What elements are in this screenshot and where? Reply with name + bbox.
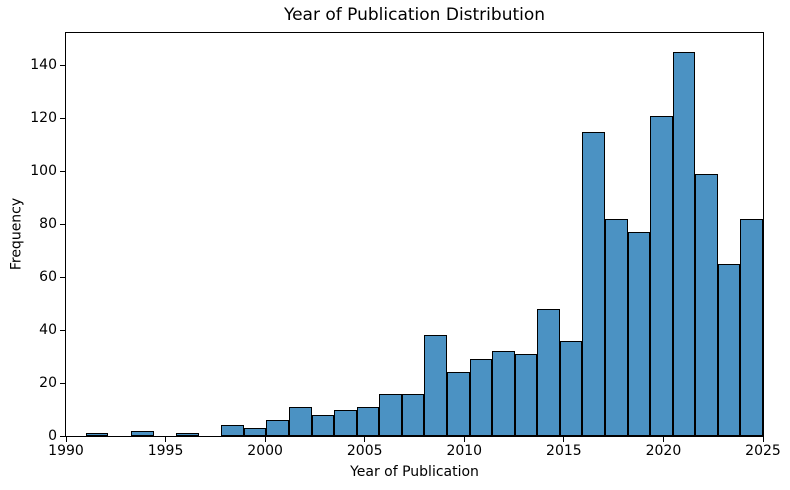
y-tick-label: 80 bbox=[39, 216, 57, 233]
x-tick-mark bbox=[662, 437, 664, 442]
histogram-bar bbox=[650, 115, 673, 436]
x-tick-label: 2015 bbox=[546, 443, 582, 459]
histogram-bar bbox=[221, 425, 244, 436]
x-tick-label: 2010 bbox=[446, 443, 483, 459]
histogram-bar bbox=[447, 372, 470, 436]
x-tick-label: 1995 bbox=[147, 443, 184, 459]
histogram-bar bbox=[740, 218, 763, 436]
histogram-bar bbox=[289, 406, 312, 436]
y-tick-mark bbox=[60, 117, 65, 119]
histogram-bar bbox=[424, 335, 448, 436]
histogram-bar bbox=[379, 393, 402, 436]
y-tick-mark bbox=[60, 329, 65, 331]
histogram-bar bbox=[311, 414, 335, 436]
x-axis-label: Year of Publication bbox=[350, 464, 479, 480]
y-tick-mark bbox=[60, 223, 65, 225]
histogram-bar bbox=[401, 393, 425, 436]
y-tick-label: 140 bbox=[30, 57, 57, 74]
y-axis-label: Frequency bbox=[8, 197, 25, 271]
histogram-bar bbox=[492, 351, 515, 436]
y-tick-mark bbox=[60, 435, 65, 437]
y-tick-label: 60 bbox=[39, 269, 57, 286]
y-tick-label: 0 bbox=[48, 428, 57, 444]
histogram-bar bbox=[537, 308, 560, 436]
y-tick-mark bbox=[60, 64, 65, 66]
x-tick-label: 1990 bbox=[48, 443, 84, 459]
x-tick-label: 2000 bbox=[247, 443, 283, 459]
y-tick-mark bbox=[60, 170, 65, 172]
histogram-bar bbox=[559, 340, 583, 436]
x-tick-mark bbox=[762, 437, 764, 442]
y-tick-label: 20 bbox=[39, 375, 57, 392]
histogram-bar bbox=[672, 52, 696, 436]
histogram-bar bbox=[717, 263, 741, 436]
x-tick-label: 2020 bbox=[645, 443, 682, 459]
histogram-bar bbox=[266, 420, 290, 436]
histogram-bar bbox=[356, 406, 380, 436]
x-tick-mark bbox=[563, 437, 565, 442]
histogram-bar bbox=[334, 409, 357, 436]
x-tick-mark bbox=[165, 437, 167, 442]
x-tick-mark bbox=[65, 437, 67, 442]
x-tick-label: 2025 bbox=[745, 443, 781, 459]
x-tick-mark bbox=[264, 437, 266, 442]
histogram-bar bbox=[514, 353, 538, 436]
histogram-bar bbox=[176, 433, 199, 436]
x-tick-label: 2005 bbox=[346, 443, 383, 459]
histogram-bar bbox=[131, 430, 154, 436]
plot-area bbox=[65, 32, 764, 437]
histogram-bar bbox=[243, 428, 267, 436]
y-tick-label: 40 bbox=[39, 322, 57, 339]
histogram-bar bbox=[85, 433, 109, 436]
histogram-bar bbox=[695, 173, 718, 436]
y-tick-label: 100 bbox=[30, 163, 57, 180]
histogram-bar bbox=[469, 359, 493, 436]
histogram-bar bbox=[582, 131, 605, 436]
histogram-bar bbox=[627, 232, 651, 436]
y-tick-mark bbox=[60, 382, 65, 384]
x-tick-mark bbox=[463, 437, 465, 442]
chart-title: Year of Publication Distribution bbox=[283, 5, 546, 25]
y-tick-label: 120 bbox=[30, 110, 57, 127]
x-tick-mark bbox=[364, 437, 366, 442]
histogram-bar bbox=[605, 218, 628, 436]
y-tick-mark bbox=[60, 276, 65, 278]
